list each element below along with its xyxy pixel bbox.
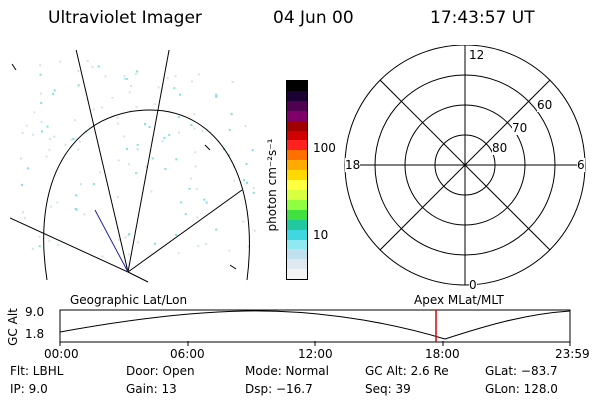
colorbar-band (287, 219, 307, 230)
date-label: 04 Jun 00 (273, 8, 354, 28)
timeline-y-label: GC Alt (5, 308, 20, 346)
info-gain: Gain: 13 (126, 382, 177, 396)
mlt-label-0: 0 (469, 278, 477, 292)
mlt-label-12: 12 (469, 48, 485, 62)
colorbar-band (287, 239, 307, 250)
mlat-label-70: 70 (512, 121, 528, 135)
colorbar-band (287, 170, 307, 181)
timeline-x-tick-1800: 18:00 (425, 347, 460, 361)
info-gc-alt: GC Alt: 2.6 Re (365, 364, 449, 378)
info-glon: GLon: 128.0 (485, 382, 558, 396)
timeline-right-caption: Apex MLat/MLT (414, 293, 504, 307)
colorbar-band (287, 90, 307, 101)
colorbar-band (287, 229, 307, 240)
timeline-x-tick-1200: 12:00 (298, 347, 333, 361)
geographic-image-panel (10, 50, 256, 283)
timeline-x-tick-0600: 06:00 (170, 347, 205, 361)
horizon-arc (43, 109, 250, 281)
timeline-frame (59, 309, 571, 343)
colorbar-band (287, 269, 307, 280)
meridian-line (75, 50, 129, 273)
colorbar-band (287, 189, 307, 200)
mlt-label-18: 18 (345, 158, 361, 172)
colorbar-band (287, 160, 307, 171)
meridian-line (10, 217, 129, 273)
pole-line (94, 209, 129, 273)
colorbar-band (287, 199, 307, 210)
info-door: Door: Open (126, 364, 195, 378)
meridian-line (127, 271, 149, 283)
colorbar-band (287, 140, 307, 151)
colorbar-band (287, 209, 307, 220)
colorbar-band (287, 100, 307, 111)
meridian-line (127, 50, 170, 273)
colorbar-band (287, 81, 307, 91)
timeline-y-tick-max: 9.0 (25, 305, 45, 319)
meridian-line (127, 189, 243, 273)
colorbar-tick-100: 100 (313, 141, 336, 155)
mlat-label-60: 60 (537, 98, 553, 112)
polar-mlt-plot (344, 45, 586, 286)
info-filter: Flt: LBHL (10, 364, 64, 378)
altitude-timeline (59, 309, 571, 346)
timeline-x-tick-0000: 00:00 (44, 347, 79, 361)
colorbar (286, 80, 308, 280)
timeline-left-caption: Geographic Lat/Lon (70, 293, 188, 307)
mlat-label-80: 80 (492, 141, 508, 155)
colorbar-band (287, 110, 307, 121)
instrument-title: Ultraviolet Imager (48, 8, 202, 28)
colorbar-unit-label: photon cm⁻²s⁻¹ (265, 138, 279, 232)
colorbar-band (287, 249, 307, 260)
time-label: 17:43:57 UT (430, 8, 535, 28)
info-mode: Mode: Normal (245, 364, 329, 378)
colorbar-band (287, 130, 307, 141)
colorbar-band (287, 150, 307, 161)
colorbar-band (287, 120, 307, 131)
info-glat: GLat: −83.7 (485, 364, 558, 378)
colorbar-band (287, 259, 307, 270)
auroral-speckles (20, 60, 256, 258)
altitude-curve (59, 310, 571, 340)
info-dsp: Dsp: −16.7 (245, 382, 313, 396)
timeline-x-tick-2359: 23:59 (555, 347, 590, 361)
colorbar-tick-10: 10 (313, 228, 329, 242)
colorbar-band (287, 180, 307, 190)
mlt-label-6: 6 (577, 158, 585, 172)
info-seq: Seq: 39 (365, 382, 411, 396)
info-ip: IP: 9.0 (10, 382, 48, 396)
timeline-y-tick-min: 1.8 (25, 327, 45, 341)
